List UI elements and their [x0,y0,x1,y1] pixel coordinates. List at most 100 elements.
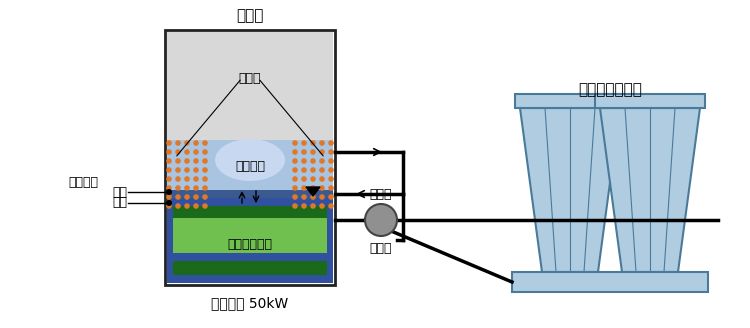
Bar [512,272,708,292]
Text: ポンプ: ポンプ [370,188,392,200]
Circle shape [166,158,172,164]
Circle shape [166,200,172,206]
Circle shape [184,149,190,155]
Circle shape [176,167,181,173]
Circle shape [202,167,208,173]
Circle shape [202,158,208,164]
Circle shape [202,185,208,191]
Circle shape [194,203,199,209]
Bar [165,30,335,285]
Circle shape [320,203,325,209]
Polygon shape [520,108,620,272]
Circle shape [202,149,208,155]
Circle shape [328,176,334,182]
Circle shape [194,158,199,164]
Circle shape [176,185,181,191]
Text: コンピュータ: コンピュータ [227,238,272,251]
Bar [173,261,327,275]
Circle shape [176,194,181,200]
Circle shape [194,140,199,146]
Circle shape [176,149,181,155]
Circle shape [302,203,307,209]
Circle shape [194,149,199,155]
Circle shape [292,140,298,146]
Circle shape [176,140,181,146]
Circle shape [302,158,307,164]
Text: 液体: 液体 [112,196,127,210]
Bar [167,198,333,283]
Circle shape [302,167,307,173]
Circle shape [292,176,298,182]
Circle shape [302,185,307,191]
Text: 冷却能力 50kW: 冷却能力 50kW [211,296,289,310]
Circle shape [202,140,208,146]
Text: 液浸槽: 液浸槽 [236,9,264,24]
Circle shape [310,185,316,191]
Circle shape [292,203,298,209]
Circle shape [202,176,208,182]
Circle shape [166,189,172,195]
Text: 気体: 気体 [112,186,127,198]
Circle shape [320,149,325,155]
Circle shape [320,167,325,173]
Circle shape [320,158,325,164]
Circle shape [320,194,325,200]
Circle shape [292,158,298,164]
Circle shape [328,140,334,146]
Text: 気化液化: 気化液化 [235,160,265,174]
Circle shape [310,167,316,173]
Circle shape [166,194,172,200]
Circle shape [292,167,298,173]
Circle shape [310,194,316,200]
Circle shape [310,203,316,209]
Circle shape [310,140,316,146]
Circle shape [328,194,334,200]
Circle shape [365,204,397,236]
Circle shape [194,167,199,173]
Circle shape [328,203,334,209]
Bar [167,32,333,142]
Circle shape [184,176,190,182]
Circle shape [302,176,307,182]
Circle shape [320,140,325,146]
Circle shape [292,149,298,155]
Circle shape [166,167,172,173]
Circle shape [176,203,181,209]
Circle shape [176,158,181,164]
Text: 特殊冷媒: 特殊冷媒 [68,175,98,189]
Circle shape [194,176,199,182]
Circle shape [328,149,334,155]
Circle shape [328,185,334,191]
Circle shape [166,149,172,155]
Circle shape [194,185,199,191]
Circle shape [302,194,307,200]
Circle shape [292,194,298,200]
Bar [173,206,327,218]
Circle shape [302,140,307,146]
Polygon shape [306,187,320,196]
Circle shape [184,203,190,209]
Circle shape [320,176,325,182]
Circle shape [302,149,307,155]
Circle shape [194,194,199,200]
Bar [595,94,705,108]
Circle shape [310,149,316,155]
Circle shape [166,185,172,191]
Text: 凝縮器: 凝縮器 [238,72,261,85]
Circle shape [184,167,190,173]
Bar [173,218,327,253]
Circle shape [184,194,190,200]
Circle shape [320,185,325,191]
Text: 冷却水: 冷却水 [370,241,392,255]
Circle shape [202,194,208,200]
Circle shape [328,158,334,164]
Circle shape [166,140,172,146]
Circle shape [292,185,298,191]
Circle shape [184,140,190,146]
Circle shape [310,158,316,164]
Bar [167,140,333,190]
Circle shape [328,167,334,173]
Ellipse shape [215,139,285,181]
Circle shape [184,185,190,191]
Bar [167,190,333,198]
